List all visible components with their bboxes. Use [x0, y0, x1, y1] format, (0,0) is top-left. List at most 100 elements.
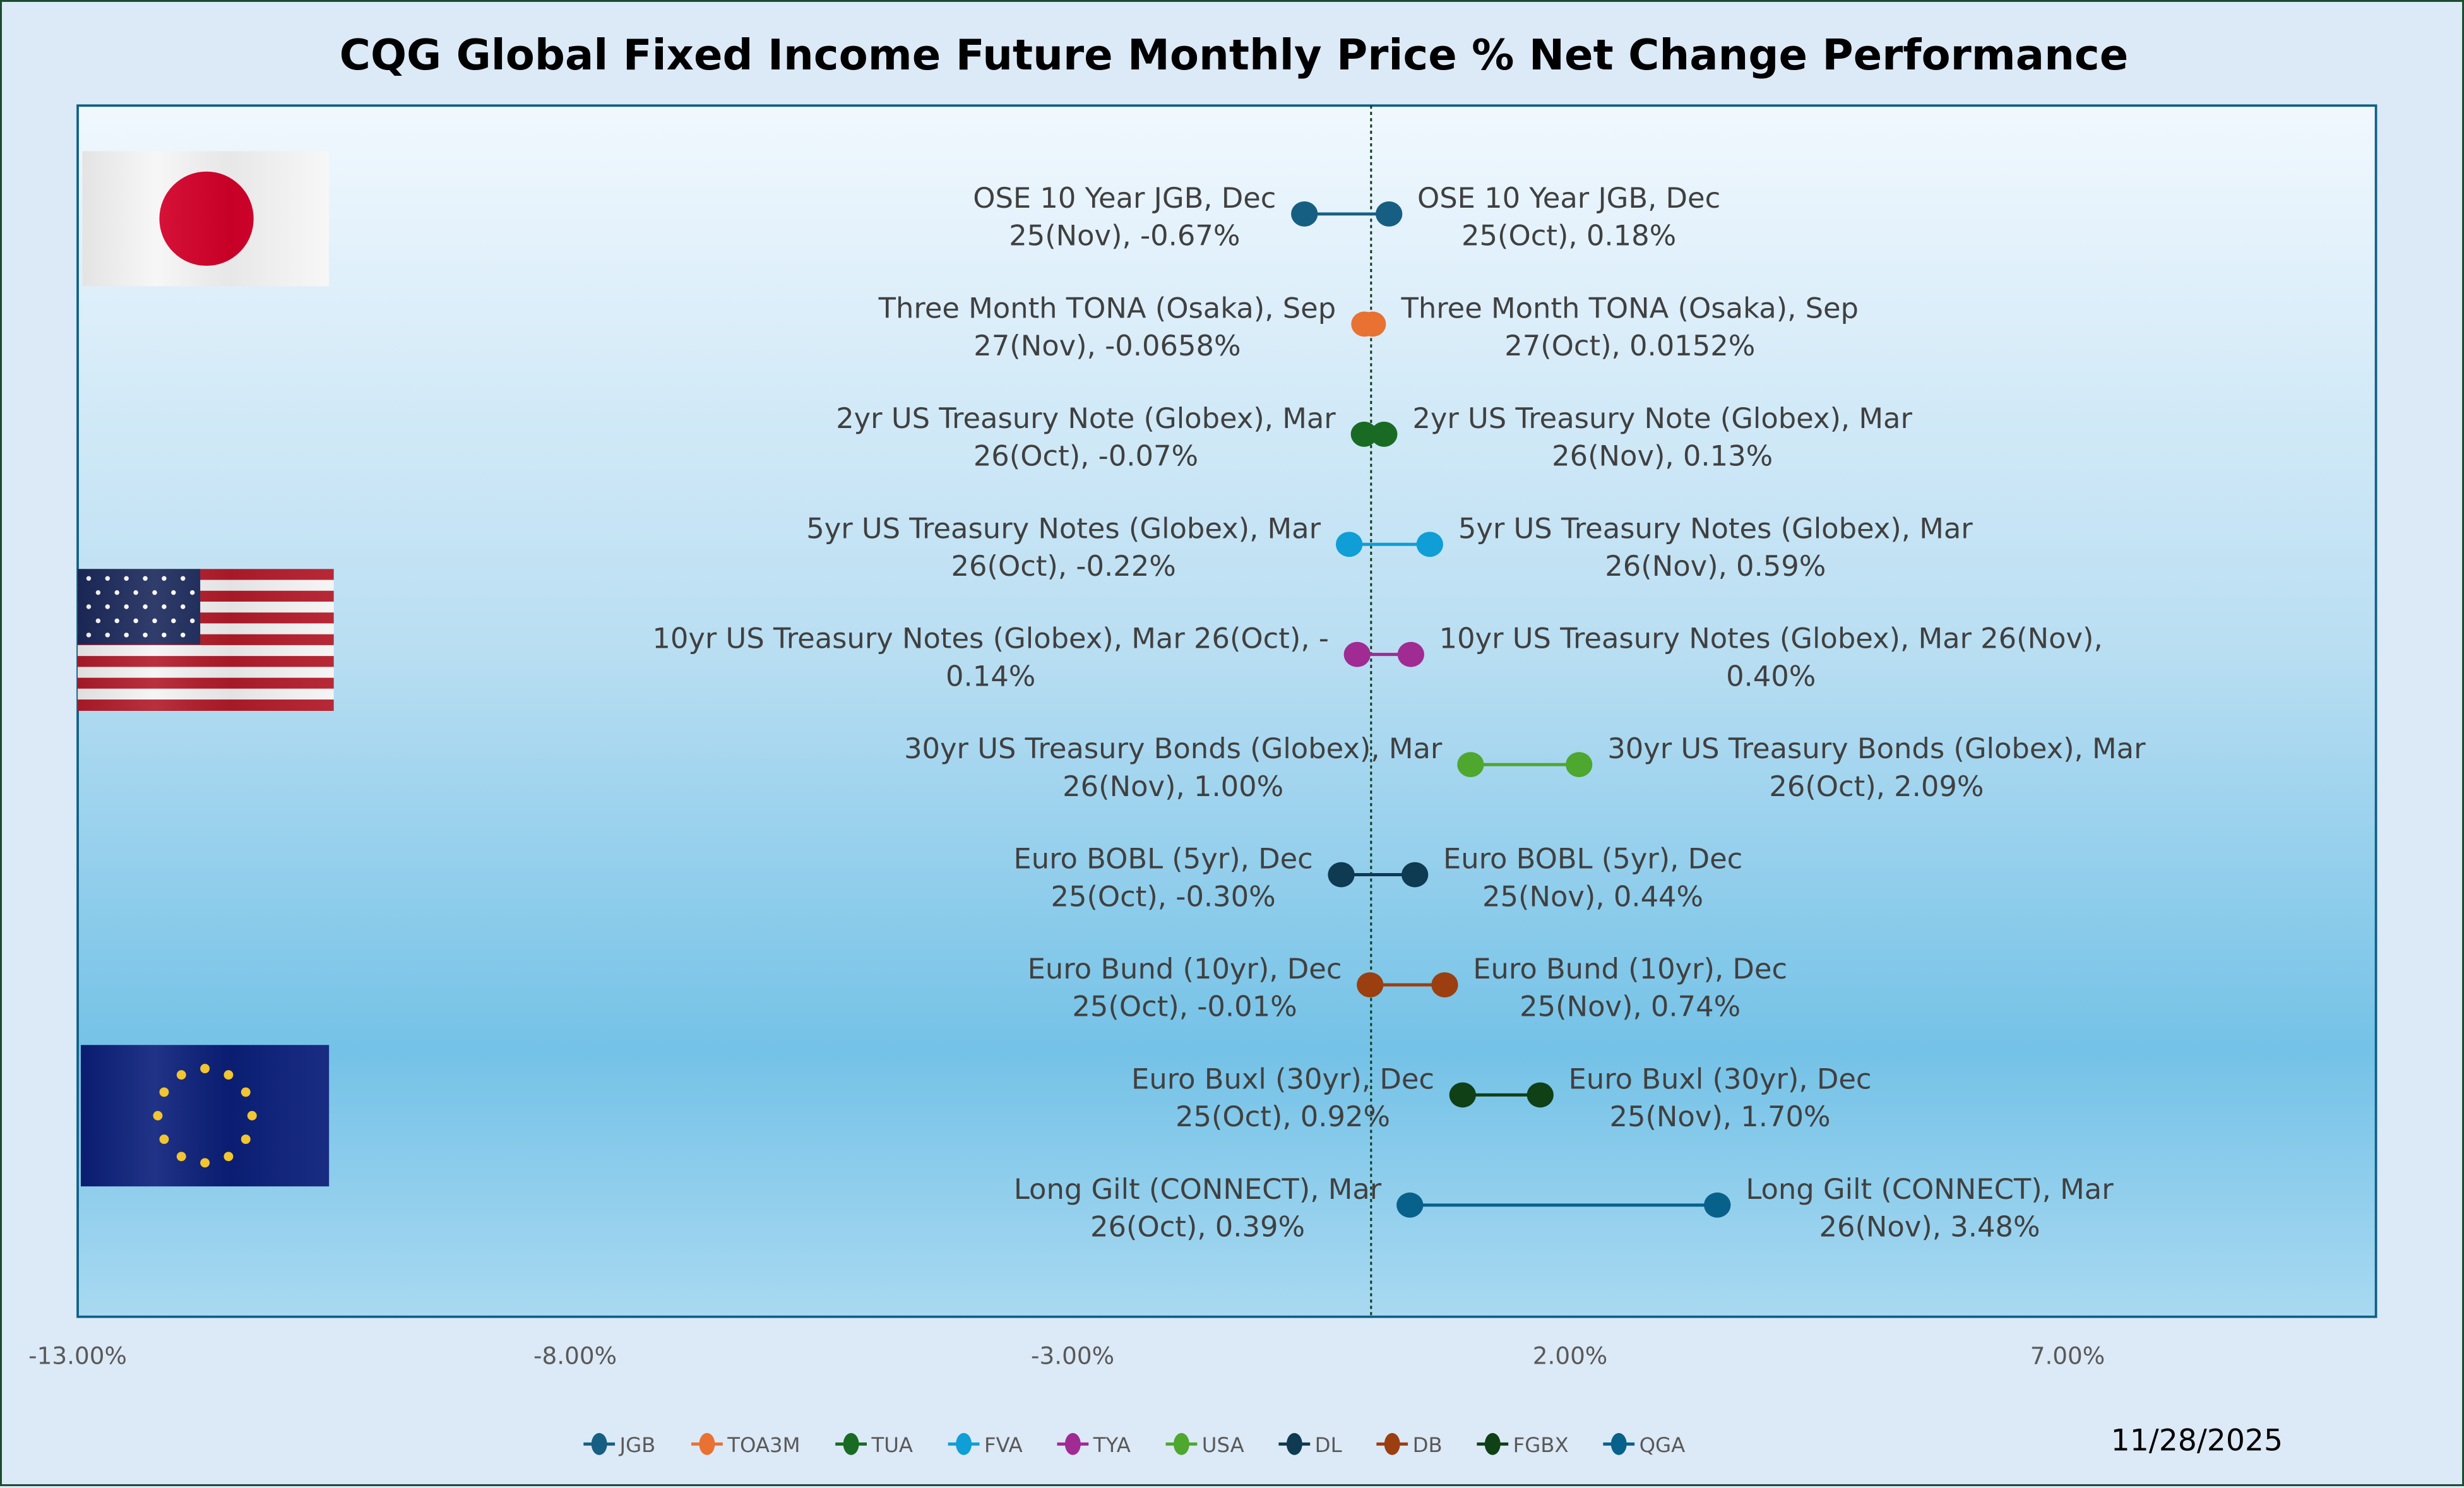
legend-label: FVA [984, 1433, 1023, 1457]
legend-label: DB [1413, 1433, 1443, 1457]
label-line: Euro BOBL (5yr), Dec [1013, 842, 1312, 876]
flag-star [159, 1134, 169, 1145]
left-label: Euro Bund (10yr), Dec 25(Oct), -0.01% [1028, 952, 1342, 1023]
legend-marker [699, 1432, 715, 1455]
right-point [1376, 201, 1403, 227]
right-point [1371, 421, 1398, 447]
label-line: 26(Nov), 0.59% [1605, 549, 1826, 583]
right-point [1704, 1192, 1731, 1218]
label-line: 30yr US Treasury Bonds (Globex), Mar [1607, 732, 2146, 765]
legend-marker [1064, 1432, 1081, 1455]
legend-marker [1384, 1432, 1400, 1455]
left-point [1350, 421, 1378, 447]
row-usa: 30yr US Treasury Bonds (Globex), Mar 26(N… [904, 732, 2146, 803]
x-tick-label: 7.00% [2030, 1342, 2105, 1369]
label-line: Long Gilt (CONNECT), Mar [1746, 1172, 2114, 1206]
left-point [1291, 201, 1318, 227]
x-tick-label: -13.00% [28, 1342, 127, 1369]
label-line: OSE 10 Year JGB, Dec [1417, 181, 1720, 215]
right-label: 30yr US Treasury Bonds (Globex), Mar 26(O… [1607, 732, 2146, 803]
flag-star [223, 1070, 234, 1080]
left-label: 2yr US Treasury Note (Globex), Mar 26(Oct… [836, 402, 1336, 473]
chart-title: CQG Global Fixed Income Future Monthly P… [340, 30, 2129, 80]
right-point [1402, 862, 1429, 888]
label-line: Euro Buxl (30yr), Dec [1131, 1062, 1434, 1095]
left-point [1396, 1192, 1424, 1218]
row-fva: 5yr US Treasury Notes (Globex), Mar 26(Oc… [806, 511, 1973, 583]
label-line: 25(Oct), 0.92% [1175, 1100, 1390, 1133]
left-label: Long Gilt (CONNECT), Mar 26(Oct), 0.39% [1014, 1172, 1382, 1244]
label-line: 26(Oct), 2.09% [1769, 770, 1984, 803]
right-label: 2yr US Treasury Note (Globex), Mar 26(Nov… [1412, 402, 1912, 473]
label-line: 25(Nov), 0.74% [1520, 990, 1741, 1023]
left-label: Euro Buxl (30yr), Dec 25(Oct), 0.92% [1131, 1062, 1434, 1133]
left-label: 10yr US Treasury Notes (Globex), Mar 26(… [652, 622, 1329, 693]
label-line: Euro Bund (10yr), Dec [1473, 952, 1787, 985]
label-line: 25(Oct), -0.30% [1050, 879, 1275, 913]
label-line: 5yr US Treasury Notes (Globex), Mar [1458, 511, 1973, 545]
label-line: 27(Oct), 0.0152% [1504, 329, 1755, 362]
label-line: Euro Bund (10yr), Dec [1028, 952, 1342, 985]
left-point [1328, 862, 1355, 888]
left-point [1335, 532, 1363, 557]
right-label: Three Month TONA (Osaka), Sep 27(Oct), 0.… [1401, 291, 1859, 362]
label-line: Long Gilt (CONNECT), Mar [1014, 1172, 1382, 1206]
label-line: Euro Buxl (30yr), Dec [1569, 1062, 1872, 1095]
flag-star [241, 1134, 251, 1145]
legend-label: TYA [1093, 1433, 1131, 1457]
right-label: 5yr US Treasury Notes (Globex), Mar 26(No… [1458, 511, 1973, 583]
legend-item-jgb: JGB [583, 1433, 655, 1457]
label-line: 26(Oct), -0.07% [973, 439, 1198, 473]
flag-star [200, 1158, 210, 1168]
row-jgb: OSE 10 Year JGB, Dec 25(Nov), -0.67% OSE 1… [973, 181, 1720, 253]
legend-marker [1286, 1432, 1302, 1455]
right-label: OSE 10 Year JGB, Dec 25(Oct), 0.18% [1417, 181, 1720, 253]
japan-flag [82, 151, 330, 287]
label-line: 26(Oct), 0.39% [1090, 1210, 1305, 1244]
flag-star [223, 1152, 234, 1162]
label-line: 0.40% [1726, 659, 1816, 693]
label-line: 25(Oct), -0.01% [1072, 990, 1297, 1023]
right-label: 10yr US Treasury Notes (Globex), Mar 26(… [1439, 622, 2103, 693]
row-fgbx: Euro Buxl (30yr), Dec 25(Oct), 0.92%Euro … [1131, 1062, 1871, 1133]
flag-star [200, 1064, 210, 1074]
legend-label: TOA3M [727, 1433, 800, 1457]
row-qga: Long Gilt (CONNECT), Mar 26(Oct), 0.39%Lo… [1014, 1172, 2114, 1244]
right-label: Euro Buxl (30yr), Dec 25(Nov), 1.70% [1569, 1062, 1872, 1133]
right-point [1431, 972, 1458, 997]
right-point [1416, 532, 1443, 557]
legend-item-usa: USA [1165, 1432, 1244, 1457]
flag-star [247, 1110, 257, 1121]
flag-star [241, 1087, 251, 1097]
left-point [1357, 972, 1384, 997]
left-point [1343, 641, 1371, 667]
label-line: 26(Nov), 1.00% [1062, 770, 1283, 803]
label-line: 10yr US Treasury Notes (Globex), Mar 26(… [652, 622, 1329, 655]
x-tick-label: -8.00% [533, 1342, 617, 1369]
legend-marker [956, 1432, 972, 1455]
label-line: 26(Nov), 3.48% [1819, 1210, 2040, 1244]
flag-star [153, 1110, 163, 1121]
us-flag [78, 569, 334, 711]
right-label: Euro BOBL (5yr), Dec 25(Nov), 0.44% [1443, 842, 1742, 914]
label-line: 2yr US Treasury Note (Globex), Mar [836, 402, 1336, 435]
label-line: Three Month TONA (Osaka), Sep [878, 291, 1336, 324]
flag-shade [78, 569, 334, 711]
legend-item-dl: DL [1278, 1433, 1342, 1457]
legend-label: TUA [871, 1433, 913, 1457]
eu-flag [81, 1045, 330, 1187]
label-line: Euro BOBL (5yr), Dec [1443, 842, 1742, 876]
legend-marker [1610, 1432, 1627, 1455]
label-line: OSE 10 Year JGB, Dec [973, 181, 1276, 215]
label-line: Three Month TONA (Osaka), Sep [1401, 291, 1859, 324]
row-tua: 2yr US Treasury Note (Globex), Mar 26(Oct… [836, 402, 1912, 473]
legend-label: FGBX [1513, 1433, 1569, 1457]
label-line: 25(Nov), 1.70% [1609, 1100, 1830, 1133]
left-label: 5yr US Treasury Notes (Globex), Mar 26(Oc… [806, 511, 1321, 583]
legend-marker [1484, 1432, 1501, 1455]
legend-marker [1174, 1432, 1189, 1455]
label-line: 25(Nov), -0.67% [1009, 219, 1240, 253]
flag-star [176, 1152, 186, 1162]
